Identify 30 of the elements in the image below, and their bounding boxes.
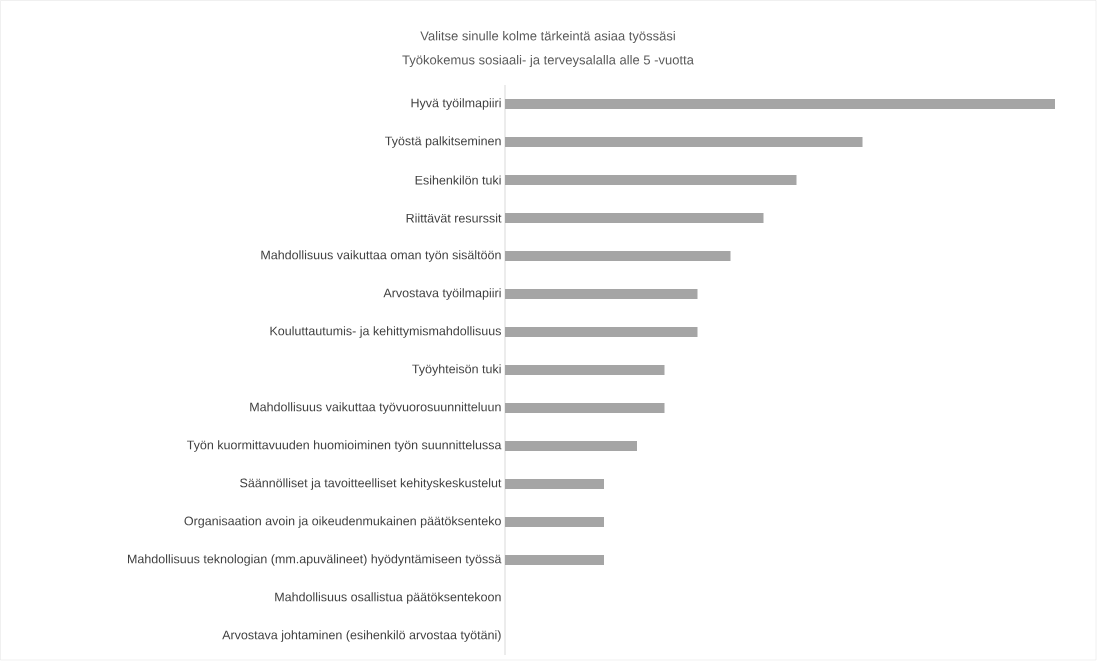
y-tick-label: Hyvä työilmapiiri [411,98,501,110]
y-tick-label: Työn kuormittavuuden huomioiminen työn suunnittelussa [187,440,502,452]
y-tick-label: Työyhteisön tuki [412,364,501,376]
bar [505,479,604,490]
y-tick-label: Mahdollisuus osallistua päätöksentekoon [275,592,501,604]
bar [505,213,764,224]
y-tick-label: Työstä palkitseminen [385,136,501,148]
bar [505,137,863,148]
y-tick-label: Arvostava johtaminen (esihenkilö arvostaa työtäni) [222,630,501,642]
y-tick-label: Kouluttautumis- ja kehittymismahdollisuus [270,326,501,338]
bar [505,251,731,262]
bar [505,517,604,528]
bar [505,175,797,186]
y-tick-label: Arvostava työilmapiiri [383,288,501,300]
y-tick-label: Mahdollisuus vaikuttaa työvuorosuunnitteluun [250,402,501,414]
bar [505,289,698,300]
bar [505,327,698,338]
y-tick-label: Riittävät resurssit [406,213,502,223]
bar [505,403,665,414]
y-tick-label: Esihenkilön tuki [415,175,501,185]
bar [505,99,1056,110]
y-tick-label: Organisaation avoin ja oikeudenmukainen päätöksenteko [184,516,501,528]
y-tick-label: Säännölliset ja tavoitteelliset kehityskeskustelut [240,478,502,490]
chart-subtitle: Työkokemus sosiaali- ja terveysalalla alle 5 -vuotta [402,54,694,68]
y-tick-label: Mahdollisuus vaikuttaa oman työn sisältöön [261,250,501,262]
bar [505,441,637,452]
chart-title: Valitse sinulle kolme tärkeintä asiaa työssäsi [420,30,675,44]
bar [505,555,604,566]
bar [505,365,665,376]
y-tick-label: Mahdollisuus teknologian (mm.apuvälineet) hyödyntämiseen työssä [128,554,502,566]
